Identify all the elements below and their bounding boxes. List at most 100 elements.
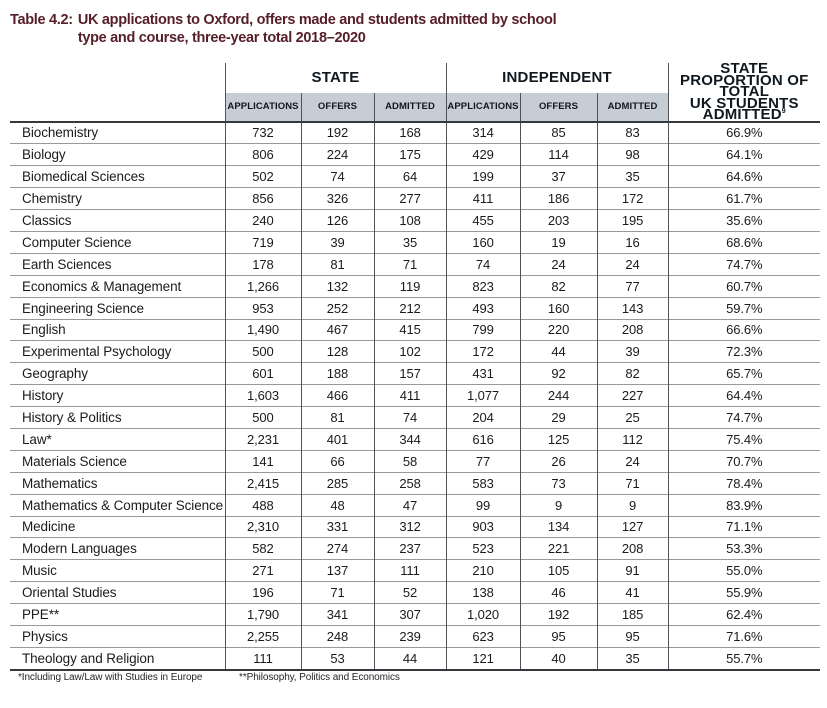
proportion-cell: 83.9% <box>667 493 821 517</box>
proportion-cell: 64.4% <box>667 384 821 407</box>
value-cell: 41 <box>596 581 669 604</box>
value-cell: 143 <box>596 296 669 320</box>
value-cell: 1,266 <box>224 274 301 298</box>
value-cell: 237 <box>373 537 447 560</box>
value-cell: 47 <box>373 493 447 517</box>
footnote-ref-superscript: 9 <box>781 108 786 115</box>
value-cell: 35 <box>596 646 669 671</box>
value-cell: 493 <box>445 296 521 320</box>
value-cell: 172 <box>445 340 521 363</box>
value-cell: 411 <box>445 187 521 210</box>
value-cell: 58 <box>373 449 447 473</box>
value-cell: 429 <box>445 143 521 166</box>
proportion-cell: 55.0% <box>667 559 821 582</box>
table-row: PPE** 1,790 341 307 1,020 192 185 62.4% <box>10 603 821 626</box>
value-cell: 19 <box>519 230 598 254</box>
proportion-header-line2: UK STUDENTS ADMITTED <box>689 94 799 123</box>
value-cell: 85 <box>519 121 598 144</box>
subject-cell: Engineering Science <box>10 296 225 320</box>
subject-cell: Geography <box>10 362 225 385</box>
state-proportion-column-header: STATE PROPORTION OF TOTAL UK STUDENTS AD… <box>667 61 821 123</box>
proportion-cell: 74.7% <box>667 252 821 276</box>
table-row: Experimental Psychology 500 128 102 172 44 39 7… <box>10 340 821 363</box>
value-cell: 212 <box>373 296 447 320</box>
proportion-cell: 70.7% <box>667 449 821 473</box>
state-admitted-header: ADMITTED <box>373 92 447 123</box>
subject-cell: Earth Sciences <box>10 252 225 276</box>
table-row: Music 271 137 111 210 105 91 55.0% <box>10 559 821 582</box>
subject-cell: Economics & Management <box>10 274 225 298</box>
subject-cell: Biochemistry <box>22 125 99 141</box>
value-cell: 24 <box>519 252 598 276</box>
value-cell: 114 <box>519 143 598 166</box>
footnote-ppe: **Philosophy, Politics and Economics <box>239 672 400 683</box>
value-cell: 95 <box>519 624 598 648</box>
value-cell: 71 <box>373 252 447 276</box>
value-cell: 71 <box>300 581 374 604</box>
value-cell: 903 <box>445 515 521 538</box>
value-cell: 185 <box>596 603 669 626</box>
subject-cell: Classics <box>10 209 225 232</box>
subject-cell: Music <box>10 559 225 582</box>
value-cell: 186 <box>519 187 598 210</box>
value-cell: 732 <box>224 121 301 144</box>
value-cell: 141 <box>224 449 301 473</box>
value-cell: 77 <box>445 449 521 473</box>
value-cell: 29 <box>519 406 598 429</box>
value-cell: 2,310 <box>224 515 301 538</box>
footnotes: *Including Law/Law with Studies in Europ… <box>18 672 400 683</box>
value-cell: 168 <box>373 121 447 144</box>
value-cell: 157 <box>373 362 447 385</box>
subject-cell: Theology and Religion <box>10 646 225 671</box>
value-cell: 244 <box>519 384 598 407</box>
value-cell: 111 <box>373 559 447 582</box>
proportion-cell: 68.6% <box>667 230 821 254</box>
proportion-cell: 64.6% <box>667 165 821 188</box>
value-cell: 119 <box>373 274 447 298</box>
value-cell: 2,255 <box>224 624 301 648</box>
value-cell: 35 <box>596 165 669 188</box>
value-cell: 52 <box>373 581 447 604</box>
value-cell: 466 <box>300 384 374 407</box>
value-cell: 37 <box>519 165 598 188</box>
value-cell: 46 <box>519 581 598 604</box>
independent-admitted-header: ADMITTED <box>596 92 669 123</box>
footnote-law: *Including Law/Law with Studies in Europ… <box>18 672 203 683</box>
proportion-cell: 59.7% <box>667 296 821 320</box>
subject-cell: English <box>10 318 225 341</box>
proportion-cell: 35.6% <box>667 209 821 232</box>
subject-cell: Medicine <box>10 515 225 538</box>
value-cell: 583 <box>445 471 521 495</box>
value-cell: 455 <box>445 209 521 232</box>
value-cell: 39 <box>596 340 669 363</box>
table-title-text: UK applications to Oxford, offers made a… <box>78 11 557 47</box>
value-cell: 271 <box>224 559 301 582</box>
independent-offers-header: OFFERS <box>519 92 598 123</box>
proportion-cell: 66.6% <box>667 318 821 341</box>
corner-cell <box>10 92 225 123</box>
value-cell: 112 <box>596 427 669 451</box>
value-cell: 48 <box>300 493 374 517</box>
value-cell: 73 <box>519 471 598 495</box>
value-cell: 83 <box>596 121 669 144</box>
value-cell: 178 <box>224 252 301 276</box>
value-cell: 220 <box>519 318 598 341</box>
subject-cell: Materials Science <box>10 449 225 473</box>
value-cell: 121 <box>445 646 521 671</box>
value-cell: 1,603 <box>224 384 301 407</box>
value-cell: 132 <box>300 274 374 298</box>
value-cell: 138 <box>445 581 521 604</box>
value-cell: 488 <box>224 493 301 517</box>
admissions-table: STATE INDEPENDENT STATE PROPORTION OF TO… <box>10 61 821 671</box>
proportion-cell: 55.7% <box>667 646 821 671</box>
value-cell: 623 <box>445 624 521 648</box>
subject-cell: Experimental Psychology <box>10 340 225 363</box>
value-cell: 204 <box>445 406 521 429</box>
value-cell: 411 <box>373 384 447 407</box>
sub-header-row: APPLICATIONS OFFERS ADMITTED APPLICATION… <box>10 92 820 123</box>
value-cell: 823 <box>445 274 521 298</box>
value-cell: 252 <box>300 296 374 320</box>
value-cell: 74 <box>373 406 447 429</box>
value-cell: 341 <box>300 603 374 626</box>
